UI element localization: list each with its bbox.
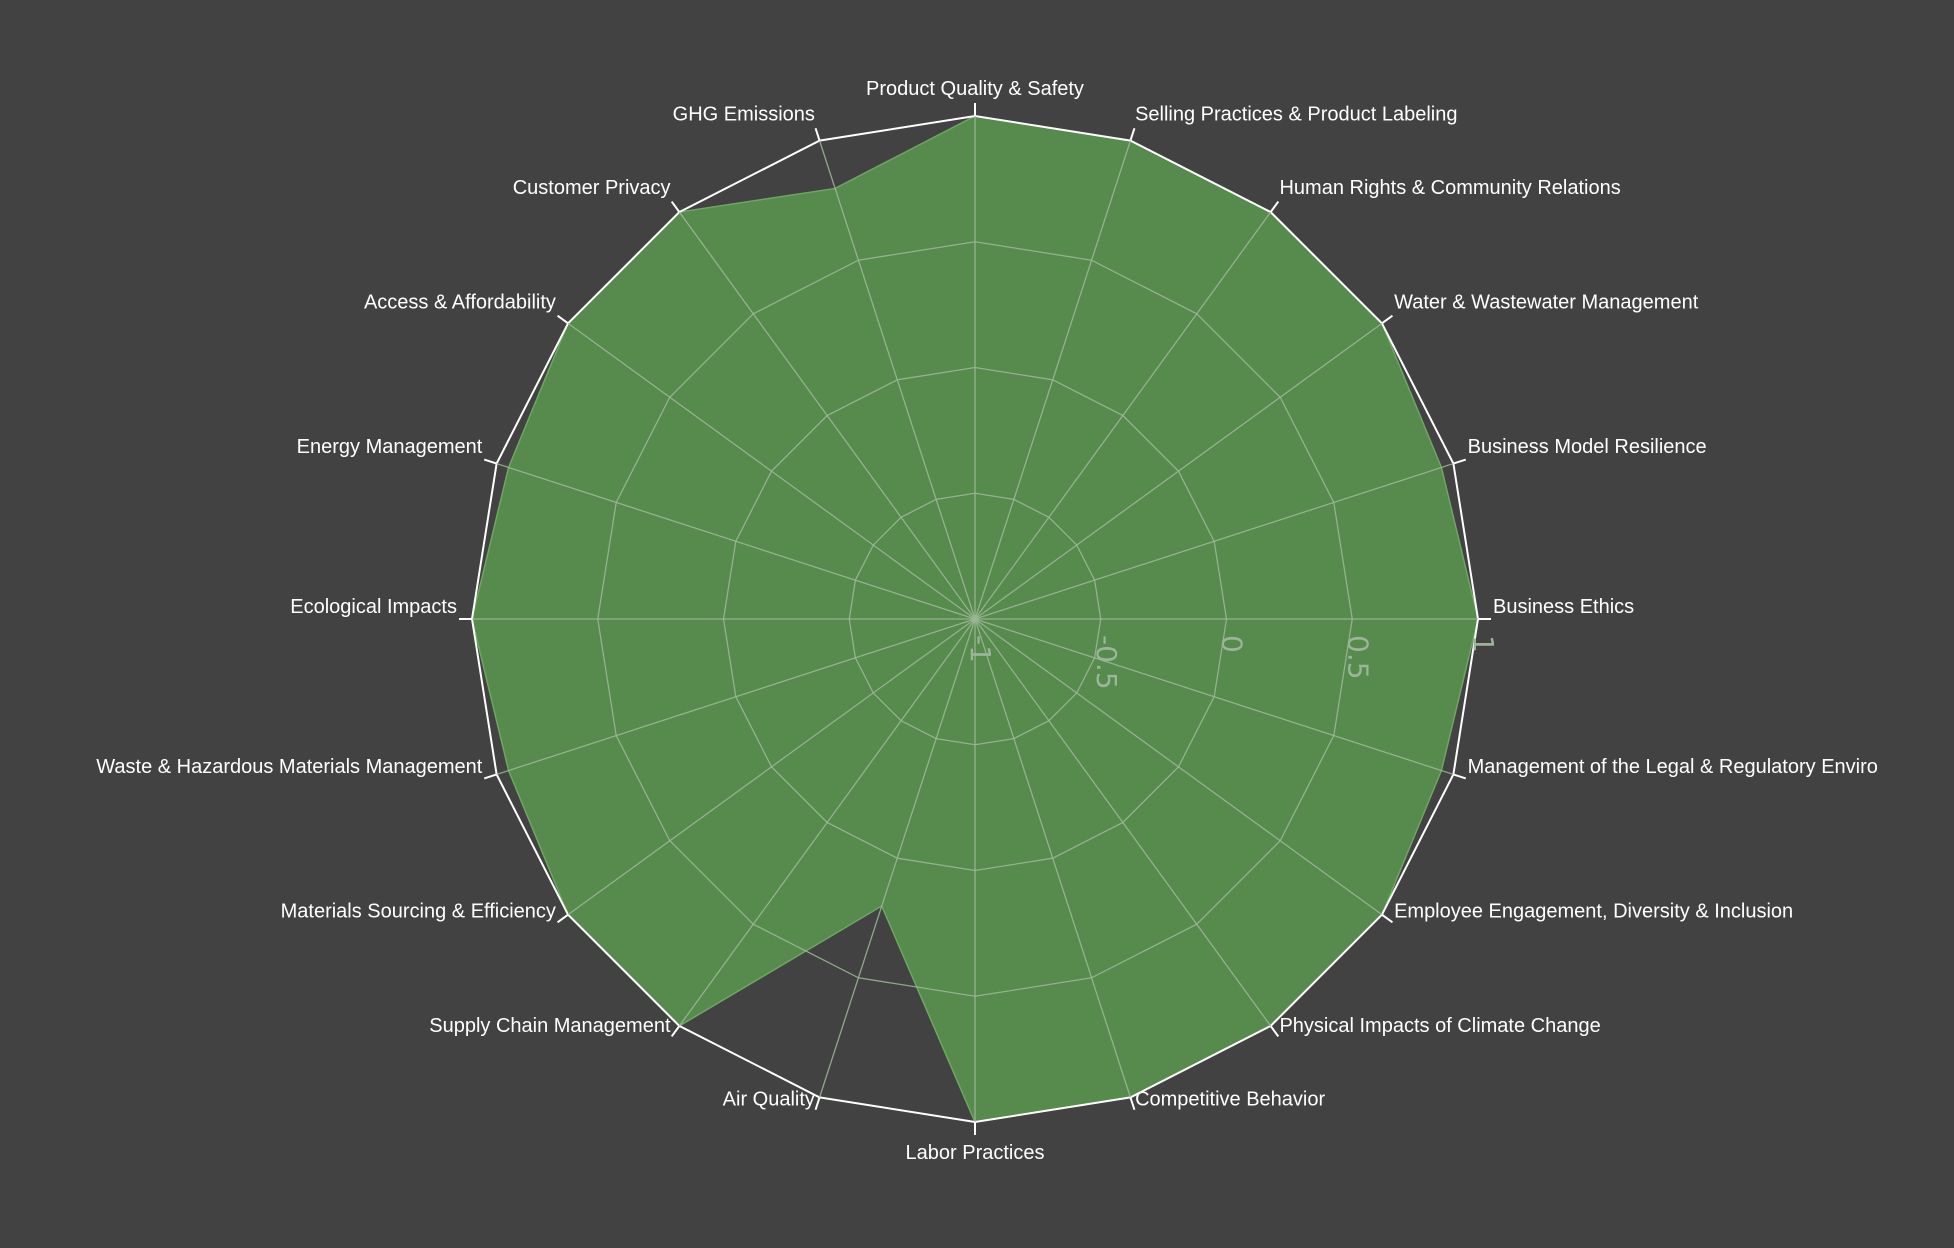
axis-tick — [1129, 127, 1136, 141]
spoke-line — [974, 618, 1272, 1027]
category-label: Business Model Resilience — [1468, 436, 1707, 458]
axis-tick — [556, 913, 569, 924]
category-label: Product Quality & Safety — [866, 78, 1084, 100]
axis-tick — [1269, 200, 1280, 213]
axis-tick — [1129, 1097, 1136, 1111]
category-label: Materials Sourcing & Efficiency — [281, 900, 556, 922]
spoke-line — [678, 618, 976, 1027]
category-label: Air Quality — [723, 1089, 815, 1111]
category-label: Employee Engagement, Diversity & Inclusi… — [1394, 900, 1793, 922]
category-label: Selling Practices & Product Labeling — [1135, 103, 1457, 125]
axis-tick — [483, 458, 497, 465]
axis-tick — [1453, 458, 1467, 465]
axis-tick — [814, 1097, 821, 1111]
spoke-line — [974, 211, 1272, 620]
category-label: Supply Chain Management — [429, 1015, 671, 1037]
spoke-line — [974, 618, 1383, 916]
radial-tick-label: -0.5 — [1090, 635, 1123, 690]
category-label: Labor Practices — [906, 1142, 1045, 1164]
spoke-line — [818, 618, 976, 1098]
spoke-line — [567, 322, 976, 620]
axis-tick — [670, 200, 681, 213]
spoke-line — [818, 140, 976, 620]
axis-tick — [556, 314, 569, 325]
axis-tick — [1453, 773, 1467, 780]
spoke-line — [974, 140, 1132, 620]
category-label: GHG Emissions — [673, 103, 815, 125]
radial-tick-label: 1 — [1467, 635, 1500, 653]
category-label: Customer Privacy — [513, 177, 671, 199]
category-label: Energy Management — [297, 436, 483, 458]
spoke-line — [567, 618, 976, 916]
spoke-line — [496, 618, 976, 776]
spoke-line — [496, 462, 976, 620]
category-label: Water & Wastewater Management — [1394, 292, 1699, 314]
category-label: Ecological Impacts — [290, 596, 457, 618]
category-label: Competitive Behavior — [1135, 1089, 1325, 1111]
axis-tick — [1381, 314, 1394, 325]
axis-tick — [814, 127, 821, 141]
radial-tick-label: -1 — [964, 635, 997, 663]
radial-tick-label: 0 — [1216, 635, 1249, 653]
axis-tick — [1381, 913, 1394, 924]
spoke-line — [678, 211, 976, 620]
spoke-line — [974, 618, 1132, 1098]
axis-tick — [670, 1025, 681, 1038]
axis-tick — [483, 773, 497, 780]
axis-tick — [1269, 1025, 1280, 1038]
category-label: Physical Impacts of Climate Change — [1279, 1015, 1600, 1037]
spoke-line — [974, 462, 1454, 620]
category-label: Access & Affordability — [364, 292, 556, 314]
category-label: Business Ethics — [1493, 596, 1634, 618]
radial-tick-label: 0.5 — [1341, 635, 1374, 680]
category-label: Management of the Legal & Regulatory Env… — [1468, 756, 1878, 778]
category-label: Human Rights & Community Relations — [1279, 177, 1620, 199]
spoke-line — [974, 618, 1454, 776]
spoke-line — [974, 322, 1383, 620]
category-label: Waste & Hazardous Materials Management — [96, 756, 483, 778]
